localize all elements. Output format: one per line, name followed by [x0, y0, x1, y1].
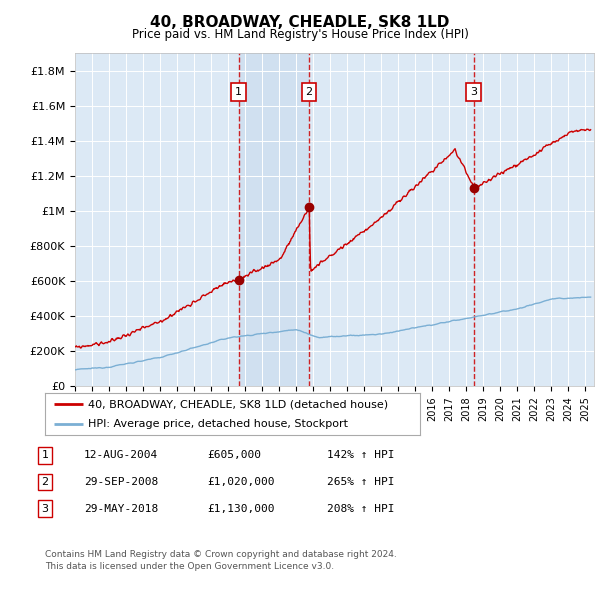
- Text: 208% ↑ HPI: 208% ↑ HPI: [327, 504, 395, 513]
- Text: 1: 1: [41, 451, 49, 460]
- Text: 265% ↑ HPI: 265% ↑ HPI: [327, 477, 395, 487]
- Text: Contains HM Land Registry data © Crown copyright and database right 2024.
This d: Contains HM Land Registry data © Crown c…: [45, 550, 397, 571]
- Text: £1,130,000: £1,130,000: [207, 504, 275, 513]
- Text: HPI: Average price, detached house, Stockport: HPI: Average price, detached house, Stoc…: [88, 419, 348, 429]
- Text: 3: 3: [470, 87, 477, 97]
- Text: 2: 2: [41, 477, 49, 487]
- Text: 40, BROADWAY, CHEADLE, SK8 1LD: 40, BROADWAY, CHEADLE, SK8 1LD: [151, 15, 449, 30]
- Text: 3: 3: [41, 504, 49, 513]
- Text: 40, BROADWAY, CHEADLE, SK8 1LD (detached house): 40, BROADWAY, CHEADLE, SK8 1LD (detached…: [88, 399, 388, 409]
- Text: 2: 2: [305, 87, 313, 97]
- Text: £1,020,000: £1,020,000: [207, 477, 275, 487]
- Text: 12-AUG-2004: 12-AUG-2004: [84, 451, 158, 460]
- Text: £605,000: £605,000: [207, 451, 261, 460]
- Text: 29-SEP-2008: 29-SEP-2008: [84, 477, 158, 487]
- Text: 29-MAY-2018: 29-MAY-2018: [84, 504, 158, 513]
- Text: Price paid vs. HM Land Registry's House Price Index (HPI): Price paid vs. HM Land Registry's House …: [131, 28, 469, 41]
- Text: 142% ↑ HPI: 142% ↑ HPI: [327, 451, 395, 460]
- Bar: [239, 53, 309, 386]
- Text: 1: 1: [235, 87, 242, 97]
